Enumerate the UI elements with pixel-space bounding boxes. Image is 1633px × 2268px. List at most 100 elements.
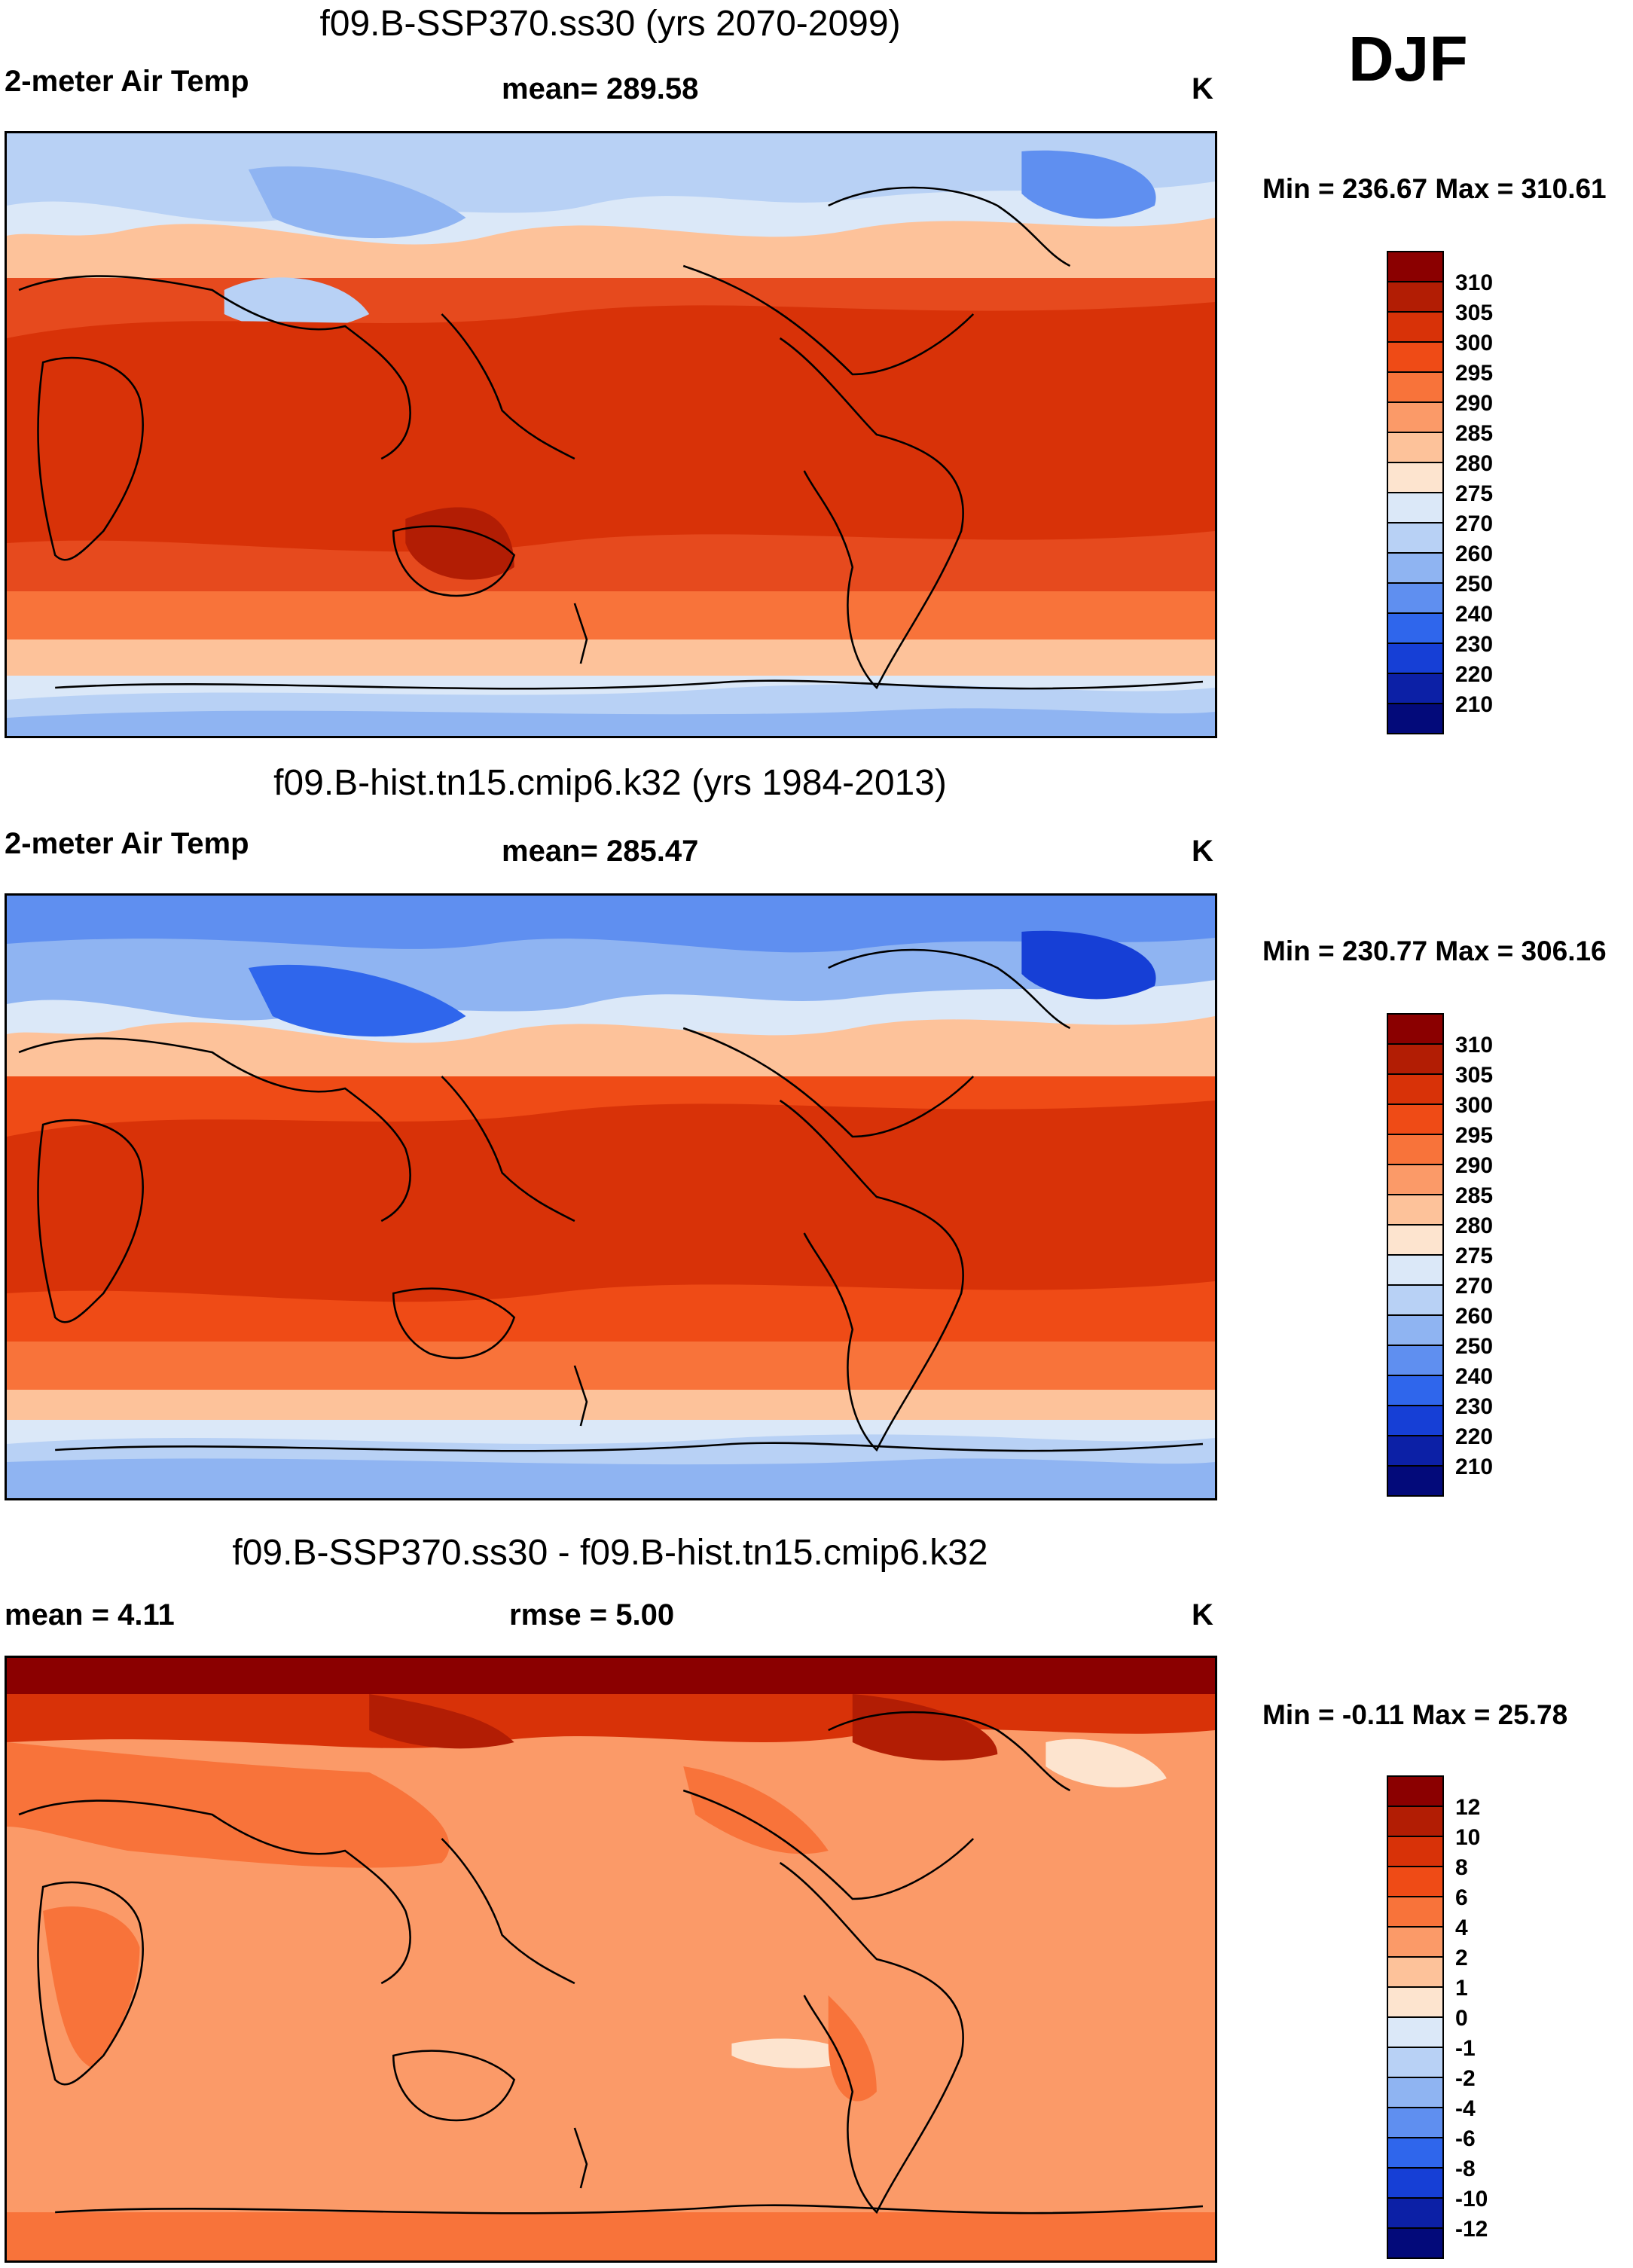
colorbar-segment: [1387, 1224, 1444, 1256]
colorbar: 12 10 8 6 4 2 1 0 -1 -2 -4 -6 -8 -10 -12: [1386, 1775, 1522, 2259]
colorbar-tick-label: 290: [1455, 1153, 1493, 1178]
colorbar-segment: [1387, 1345, 1444, 1376]
colorbar-segment: [1387, 703, 1444, 734]
panel-title: f09.B-SSP370.ss30 (yrs 2070-2099): [319, 4, 901, 44]
colorbar-segment: [1387, 1775, 1444, 1807]
colorbar-segment: [1387, 1284, 1444, 1316]
colorbar-segment: [1387, 1926, 1444, 1958]
units-label: K: [1192, 1598, 1213, 1632]
colorbar-tick-label: 6: [1455, 1885, 1468, 1910]
mean-label: mean= 285.47: [502, 835, 699, 868]
colorbar-tick-label: 305: [1455, 301, 1493, 325]
colorbar-tick-label: 10: [1455, 1825, 1480, 1850]
units-label: K: [1192, 72, 1213, 105]
colorbar-segment: [1387, 1254, 1444, 1286]
panel-title: f09.B-hist.tn15.cmip6.k32 (yrs 1984-2013…: [273, 763, 947, 803]
colorbar-segment: [1387, 311, 1444, 343]
colorbar-tick-label: -10: [1455, 2187, 1488, 2212]
colorbar-tick-label: 300: [1455, 331, 1493, 356]
colorbar-tick-label: 210: [1455, 1455, 1493, 1479]
colorbar-tick-label: 250: [1455, 572, 1493, 597]
colorbar-segment: [1387, 1896, 1444, 1928]
colorbar-tick-label: 270: [1455, 511, 1493, 536]
colorbar-segment: [1387, 1866, 1444, 1897]
colorbar-tick-label: 250: [1455, 1334, 1493, 1359]
season-label: DJF: [1348, 23, 1468, 94]
temperature-difference-map: [5, 1656, 1217, 2263]
temperature-map: [5, 131, 1217, 738]
colorbar-segment: [1387, 2107, 1444, 2138]
colorbar-tick-label: 280: [1455, 451, 1493, 476]
colorbar-tick-label: 0: [1455, 2006, 1468, 2031]
colorbar-segment: [1387, 643, 1444, 674]
colorbar-segment: [1387, 371, 1444, 403]
colorbar-tick-label: 280: [1455, 1213, 1493, 1238]
colorbar-tick-label: -8: [1455, 2157, 1476, 2181]
colorbar-segment: [1387, 1194, 1444, 1226]
colorbar-tick-label: 260: [1455, 1304, 1493, 1329]
colorbar-tick-label: 305: [1455, 1063, 1493, 1088]
colorbar-tick-label: 285: [1455, 1183, 1493, 1208]
variable-label: 2-meter Air Temp: [5, 65, 249, 98]
temperature-map: [5, 893, 1217, 1500]
colorbar-tick-label: 240: [1455, 1364, 1493, 1389]
colorbar-tick-label: 210: [1455, 692, 1493, 717]
colorbar-segment: [1387, 1806, 1444, 1837]
colorbar-tick-label: -2: [1455, 2066, 1476, 2091]
colorbar-segment: [1387, 1043, 1444, 1075]
colorbar-tick-label: 275: [1455, 481, 1493, 506]
colorbar-tick-label: 230: [1455, 632, 1493, 657]
colorbar: 310 305 300 295 290 285 280 275 270 260 250 240 230 2…: [1386, 1012, 1522, 1497]
colorbar-segment: [1387, 1405, 1444, 1436]
colorbar-segment: [1387, 341, 1444, 373]
colorbar-segment: [1387, 401, 1444, 433]
colorbar-tick-label: 220: [1455, 1424, 1493, 1449]
colorbar-segment: [1387, 1435, 1444, 1467]
colorbar-tick-label: 285: [1455, 421, 1493, 446]
colorbar-tick-label: 310: [1455, 270, 1493, 295]
colorbar-tick-label: 220: [1455, 662, 1493, 687]
rmse-label: rmse = 5.00: [509, 1598, 675, 1632]
colorbar-segment: [1387, 1134, 1444, 1165]
colorbar-tick-label: 290: [1455, 391, 1493, 416]
colorbar-segment: [1387, 1314, 1444, 1346]
colorbar-segment: [1387, 251, 1444, 282]
colorbar-segment: [1387, 2167, 1444, 2199]
colorbar-segment: [1387, 1986, 1444, 2018]
colorbar-tick-label: 8: [1455, 1855, 1468, 1880]
colorbar-tick-label: 230: [1455, 1394, 1493, 1419]
colorbar-tick-label: 4: [1455, 1915, 1468, 1940]
colorbar-segment: [1387, 552, 1444, 584]
colorbar-segment: [1387, 522, 1444, 554]
colorbar-tick-label: -12: [1455, 2217, 1488, 2242]
colorbar-segment: [1387, 1375, 1444, 1406]
colorbar-segment: [1387, 2047, 1444, 2078]
panel-title: f09.B-SSP370.ss30 - f09.B-hist.tn15.cmip…: [232, 1533, 988, 1573]
colorbar-segment: [1387, 2077, 1444, 2108]
min-max-label: Min = 230.77 Max = 306.16: [1262, 936, 1607, 966]
colorbar-tick-label: 260: [1455, 542, 1493, 566]
colorbar-segment: [1387, 1103, 1444, 1135]
colorbar-tick-label: -1: [1455, 2036, 1476, 2061]
colorbar-tick-label: 270: [1455, 1274, 1493, 1299]
min-max-label: Min = -0.11 Max = 25.78: [1262, 1699, 1568, 1730]
colorbar-tick-label: -6: [1455, 2126, 1476, 2151]
variable-label: 2-meter Air Temp: [5, 827, 249, 860]
colorbar-tick-label: 1: [1455, 1976, 1468, 2001]
colorbar-segment: [1387, 1013, 1444, 1045]
colorbar-segment: [1387, 1836, 1444, 1867]
colorbar-segment: [1387, 2227, 1444, 2259]
colorbar-segment: [1387, 673, 1444, 704]
colorbar-segment: [1387, 2137, 1444, 2169]
mean-label: mean = 4.11: [5, 1598, 175, 1632]
colorbar-segment: [1387, 612, 1444, 644]
colorbar-tick-label: 310: [1455, 1033, 1493, 1058]
colorbar-tick-label: 275: [1455, 1244, 1493, 1268]
colorbar-tick-label: 295: [1455, 361, 1493, 386]
colorbar-segment: [1387, 1164, 1444, 1195]
colorbar-tick-label: 12: [1455, 1795, 1480, 1820]
mean-label: mean= 289.58: [502, 72, 699, 105]
units-label: K: [1192, 835, 1213, 868]
colorbar-segment: [1387, 1465, 1444, 1497]
colorbar-segment: [1387, 582, 1444, 614]
